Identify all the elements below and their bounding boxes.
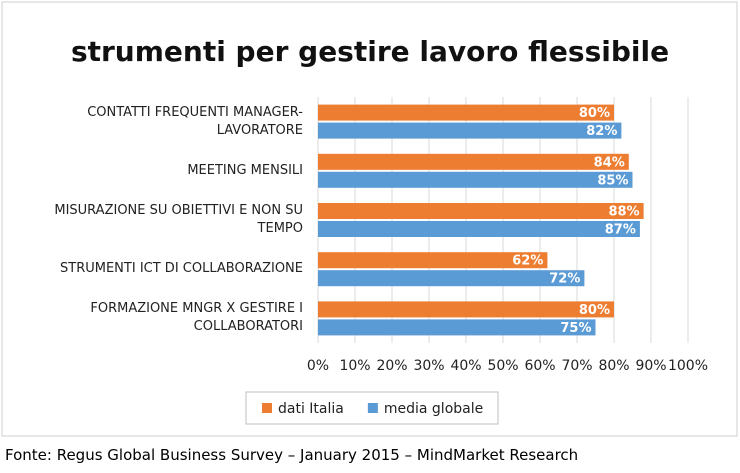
bar <box>318 221 640 237</box>
x-tick-label: 40% <box>450 358 481 374</box>
x-tick-label: 30% <box>413 358 444 374</box>
chart-title: strumenti per gestire lavoro flessibile <box>71 35 669 68</box>
category-label: MISURAZIONE SU OBIETTIVI E NON SU TEMPO <box>54 203 303 236</box>
data-label: 80% <box>579 303 610 318</box>
bar <box>318 153 629 170</box>
footer: Fonte: Regus Global Business Survey – Ja… <box>5 446 579 464</box>
data-label: 62% <box>512 254 543 269</box>
data-label: 87% <box>605 223 636 238</box>
category-label: MEETING MENSILI <box>187 162 303 178</box>
x-tick-label: 80% <box>598 358 629 374</box>
x-tick-label: 100% <box>668 358 708 374</box>
bar <box>318 270 585 287</box>
category-label: CONTATTI FREQUENTI MANAGER-LAVORATORE <box>87 104 303 138</box>
legend-swatch <box>367 403 378 413</box>
data-label: 88% <box>608 205 639 220</box>
bar <box>318 319 596 336</box>
x-tick-label: 90% <box>635 358 666 374</box>
legend-label: media globale <box>384 401 483 417</box>
data-label: 82% <box>586 124 617 139</box>
bar <box>318 252 548 269</box>
x-tick-label: 10% <box>339 358 370 374</box>
bar <box>318 203 644 219</box>
x-tick-label: 0% <box>307 358 329 374</box>
x-tick-label: 70% <box>561 358 592 374</box>
bar <box>318 104 614 121</box>
bar <box>318 171 633 188</box>
data-label: 80% <box>579 106 610 121</box>
x-tick-label: 60% <box>524 358 555 374</box>
data-label: 72% <box>549 272 580 287</box>
category-label: FORMAZIONE MNGR X GESTIRE I COLLABORATOR… <box>90 301 303 335</box>
data-label: 84% <box>594 155 625 170</box>
legend-label: dati Italia <box>278 401 344 417</box>
bar <box>318 301 614 318</box>
data-label: 75% <box>560 321 591 336</box>
x-tick-label: 20% <box>376 358 407 374</box>
data-label: 85% <box>597 173 628 188</box>
legend-swatch <box>262 403 272 413</box>
x-tick-label: 50% <box>487 358 518 374</box>
category-label: STRUMENTI ICT DI COLLABORAZIONE <box>60 261 303 277</box>
bar <box>318 122 622 139</box>
